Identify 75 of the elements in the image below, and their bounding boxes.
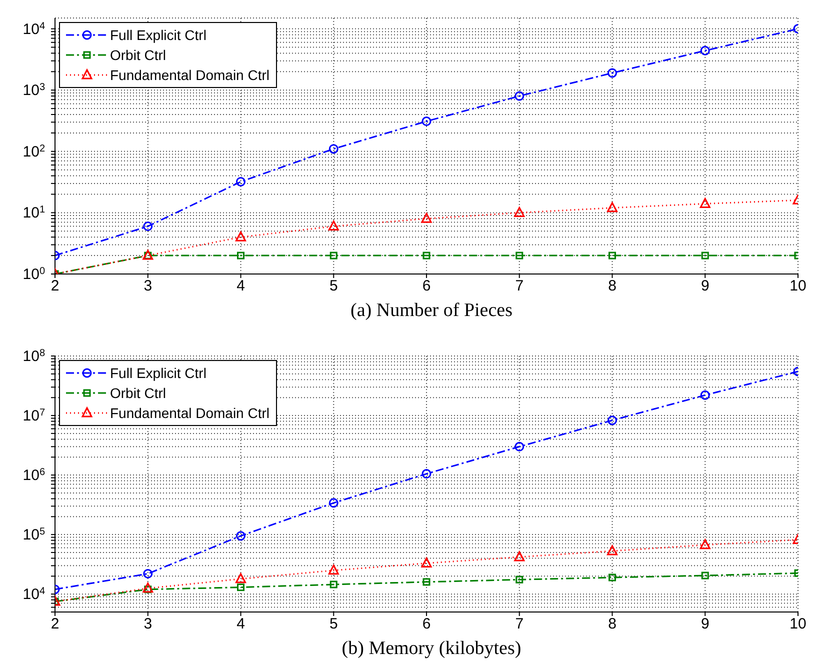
point: [700, 198, 710, 208]
point: [700, 46, 710, 56]
point: [701, 572, 709, 580]
legend-label: Fundamental Domain Ctrl: [110, 66, 270, 85]
point: [328, 498, 338, 508]
legend-label: Fundamental Domain Ctrl: [110, 404, 270, 423]
y-tick-label: 10$^{5}$: [22, 526, 46, 544]
point: [143, 222, 153, 232]
y-tick-label: 10$^{3}$: [22, 82, 46, 100]
point: [421, 557, 432, 568]
legend-label: Orbit Ctrl: [110, 384, 166, 403]
x-tick-label: 10: [790, 278, 806, 295]
y-tick-label: 10$^{8}$: [22, 348, 46, 365]
legend-label: Full Explicit Ctrl: [110, 364, 206, 383]
point: [236, 176, 246, 186]
x-tick-label: 3: [144, 616, 152, 633]
x-tick-label: 9: [700, 616, 710, 633]
y-tick-label: 10$^{4}$: [22, 586, 46, 604]
point: [236, 573, 246, 584]
point: [514, 206, 525, 217]
point: [422, 578, 430, 586]
point: [143, 568, 153, 578]
point: [237, 584, 244, 592]
point: [608, 574, 616, 582]
point: [516, 252, 524, 260]
point: [514, 551, 525, 562]
x-tick-label: 9: [700, 278, 710, 295]
y-tick-label: 10$^{4}$: [22, 20, 46, 38]
point: [328, 144, 338, 154]
point: [608, 68, 617, 78]
point: [237, 252, 244, 260]
x-tick-label: 4: [236, 278, 245, 295]
point: [422, 116, 432, 126]
point: [422, 252, 430, 260]
x-tick-label: 4: [236, 616, 245, 633]
point: [608, 416, 617, 426]
point: [516, 576, 524, 584]
y-tick-label: 10$^{6}$: [22, 466, 46, 484]
point: [607, 545, 618, 556]
y-tick-label: 10$^{7}$: [22, 407, 46, 425]
x-tick-label: 2: [50, 616, 60, 633]
x-tick-label: 8: [608, 616, 616, 633]
point: [330, 580, 338, 588]
x-tick-label: 7: [515, 616, 524, 633]
legend-label: Full Explicit Ctrl: [110, 26, 206, 45]
x-tick-label: 6: [422, 616, 431, 633]
point: [608, 252, 616, 260]
point: [422, 469, 432, 479]
y-tick-label: 10$^{1}$: [22, 204, 46, 222]
x-tick-label: 3: [144, 278, 152, 295]
x-tick-label: 10: [790, 616, 806, 633]
point: [514, 442, 524, 452]
x-tick-label: 7: [515, 278, 524, 295]
y-tick-label: 10$^{0}$: [22, 266, 46, 283]
y-tick-label: 10$^{2}$: [22, 142, 46, 160]
point: [421, 212, 432, 223]
point: [700, 390, 710, 400]
point: [701, 252, 709, 260]
point: [514, 91, 524, 101]
point: [607, 202, 618, 212]
point: [700, 539, 710, 550]
point: [236, 231, 246, 242]
x-tick-label: 2: [50, 278, 60, 295]
x-tick-label: 5: [329, 616, 338, 633]
x-tick-label: 5: [329, 278, 338, 295]
legend-label: Orbit Ctrl: [110, 46, 166, 65]
x-tick-label: 6: [422, 278, 431, 295]
point: [328, 220, 339, 231]
x-axis-title: (a) Number of Pieces: [350, 300, 514, 322]
point: [236, 531, 246, 541]
x-axis-title: (b) Memory (kilobytes): [340, 638, 522, 660]
point: [330, 252, 338, 260]
point: [142, 582, 154, 593]
point: [328, 564, 339, 575]
x-tick-label: 8: [608, 278, 616, 295]
